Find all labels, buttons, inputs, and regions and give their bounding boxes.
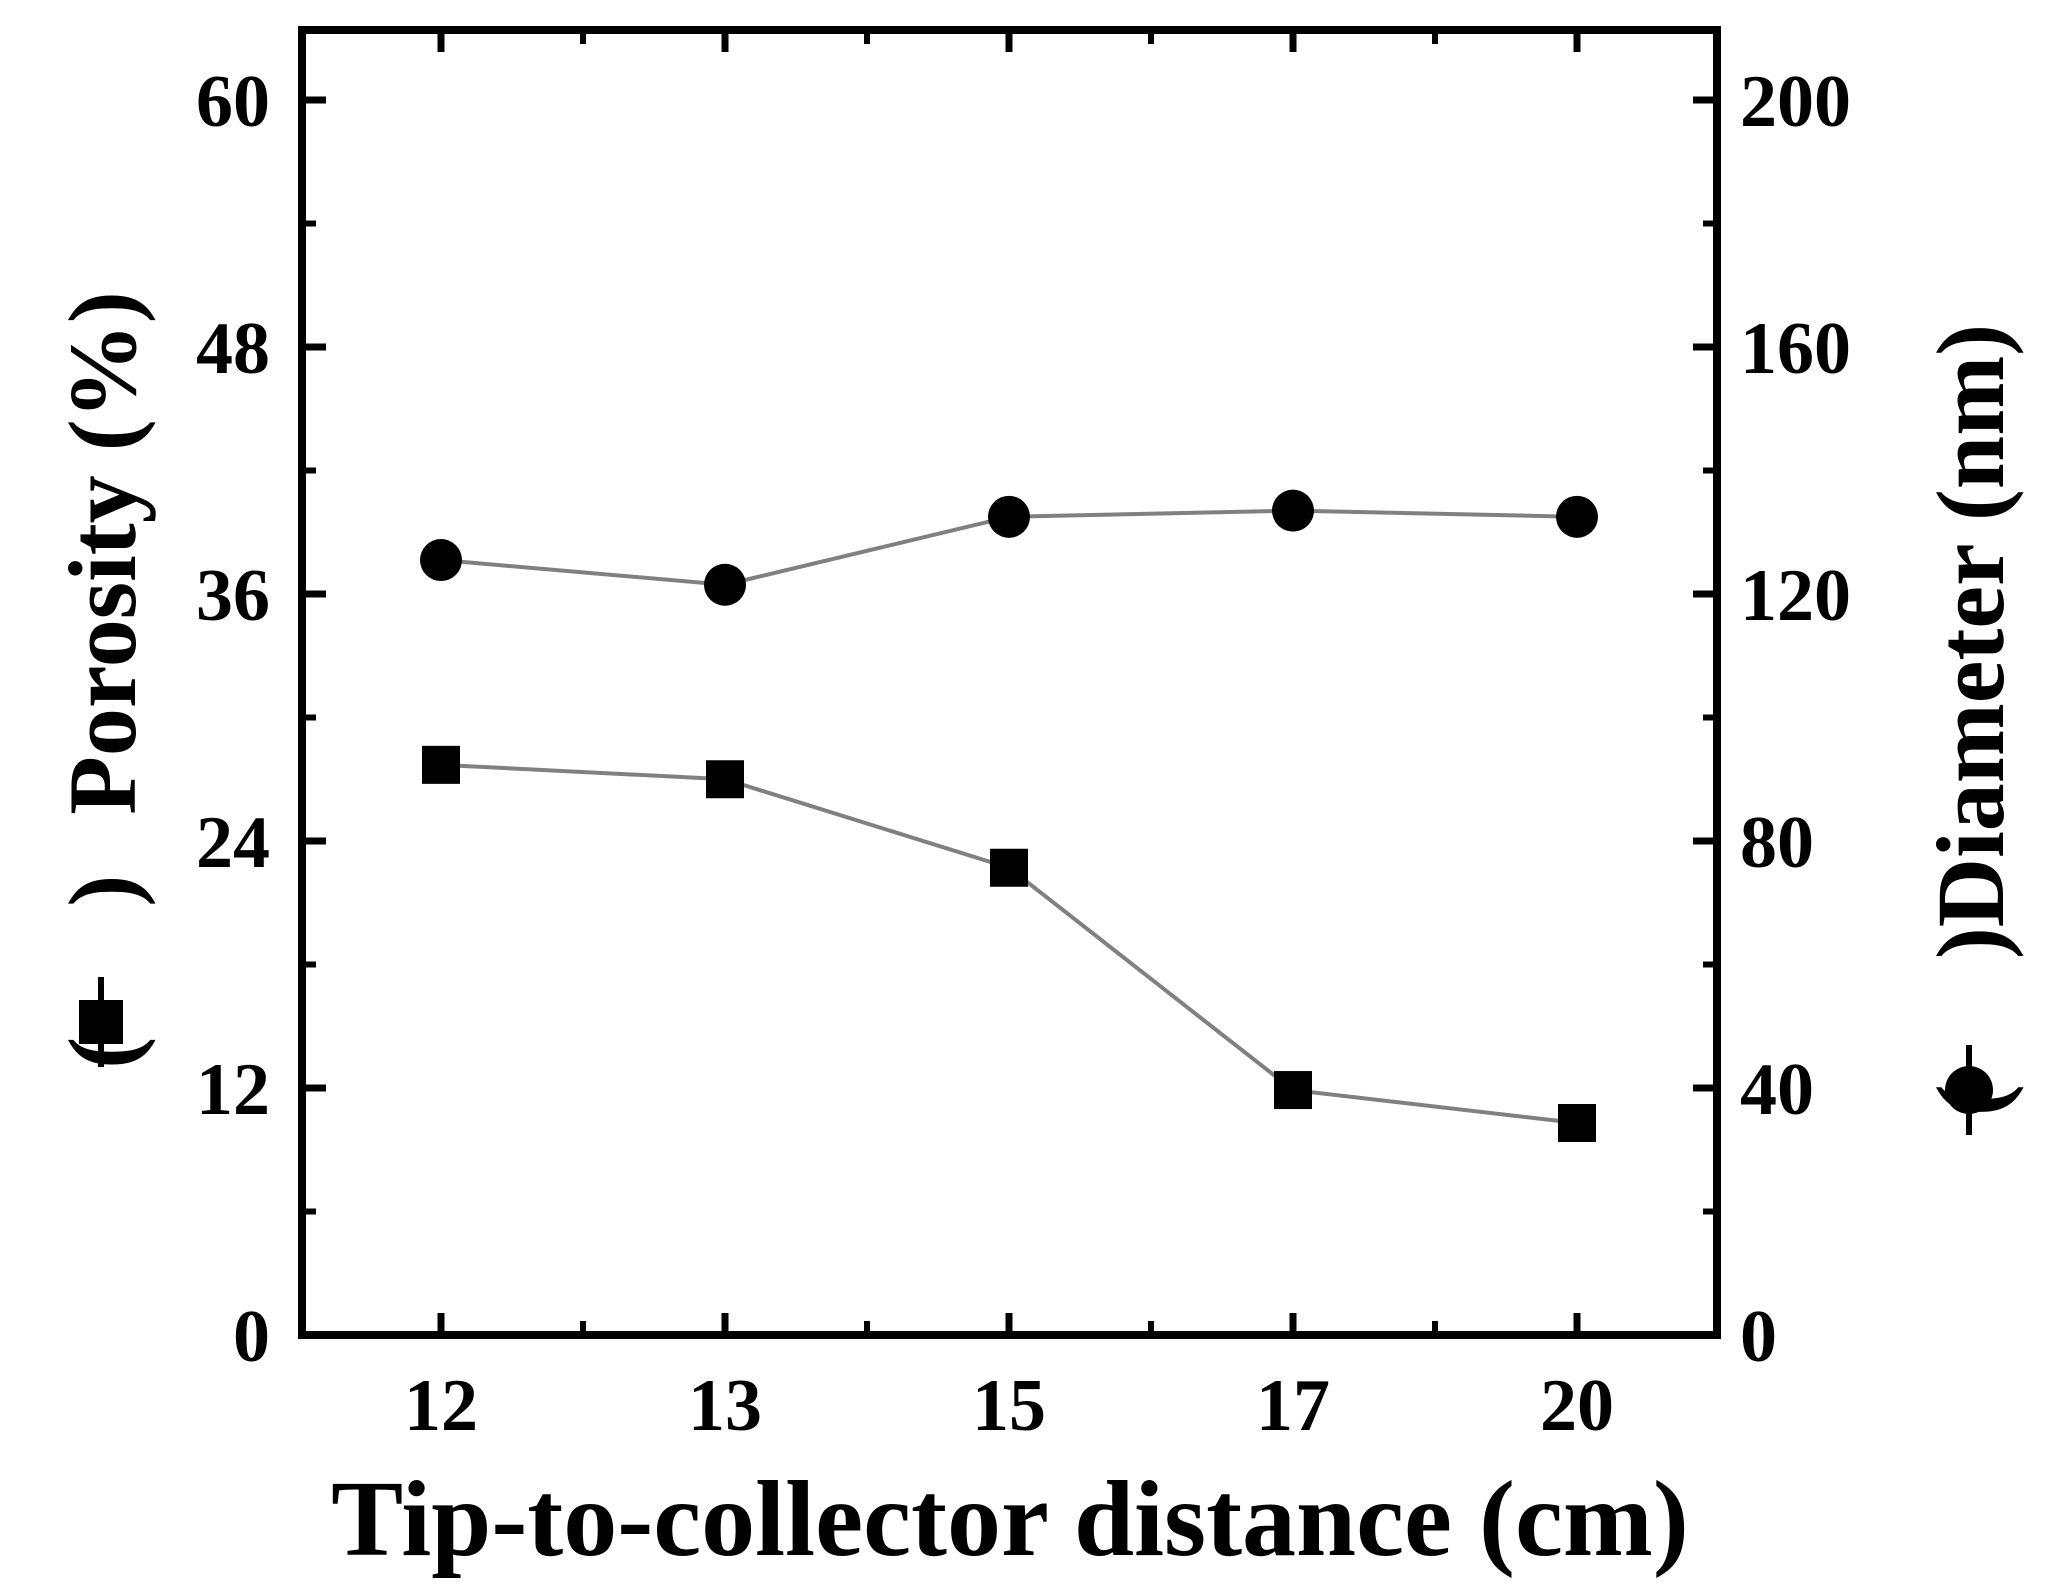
- x-tick-label: 20: [1540, 1365, 1614, 1447]
- x-axis-title: Tip-to-collector distance (cm): [331, 1460, 1689, 1579]
- series-layer: [420, 489, 1598, 1142]
- y-right-title-suffix: ): [1917, 927, 2024, 959]
- plot-frame: [298, 26, 1721, 1339]
- y-left-tick-label: 36: [196, 555, 270, 637]
- y-right-tick-label: 0: [1740, 1296, 1777, 1378]
- svg-text:()Porosity (%): ()Porosity (%): [49, 291, 156, 1068]
- x-tick-label: 17: [1256, 1365, 1330, 1447]
- y-right-tick-label: 40: [1740, 1049, 1814, 1131]
- y-right-tick-label: 200: [1740, 61, 1851, 143]
- data-point-square: [1558, 1103, 1596, 1142]
- x-tick-label: 13: [688, 1365, 762, 1447]
- data-point-circle: [1556, 495, 1598, 538]
- y-right-tick-label: 160: [1740, 308, 1851, 390]
- y-left-title-text: Porosity (%): [49, 291, 156, 814]
- series-line-square: [440, 762, 1578, 1125]
- y-right-axis-title: ()Diameter (nm): [1917, 324, 2024, 1135]
- data-point-circle: [1272, 489, 1314, 532]
- y-right-ticks: 0 40 80 120 160 200: [1693, 61, 1851, 1378]
- y-left-tick-label: 0: [233, 1296, 270, 1378]
- x-tick-label: 12: [404, 1365, 478, 1447]
- y-left-title-suffix: ): [49, 875, 156, 907]
- svg-text:()Diameter (nm): ()Diameter (nm): [1917, 324, 2024, 1116]
- data-point-circle: [988, 495, 1030, 538]
- y-left-tick-label: 48: [196, 308, 270, 390]
- data-point-circle: [704, 563, 746, 606]
- y-right-legend-marker: [1945, 1045, 1993, 1135]
- y-left-legend-marker: [79, 977, 123, 1067]
- y-right-tick-label: 120: [1740, 555, 1851, 637]
- x-tick-label: 15: [972, 1365, 1046, 1447]
- data-point-circle: [420, 539, 462, 582]
- y-right-title-text: Diameter (nm): [1917, 324, 2024, 927]
- y-left-tick-label: 24: [196, 802, 270, 884]
- data-point-square: [1274, 1071, 1312, 1110]
- x-ticks: 12 13 15 17 20: [404, 30, 1614, 1447]
- y-right-tick-label: 80: [1740, 802, 1814, 884]
- y-left-axis-title: ()Porosity (%): [49, 291, 156, 1068]
- data-point-square: [990, 848, 1028, 887]
- y-left-tick-label: 12: [196, 1049, 270, 1131]
- y-left-ticks: 0 12 24 36 48 60: [196, 61, 326, 1378]
- data-point-square: [706, 760, 744, 799]
- y-left-tick-label: 60: [196, 61, 270, 143]
- data-point-square: [422, 745, 460, 784]
